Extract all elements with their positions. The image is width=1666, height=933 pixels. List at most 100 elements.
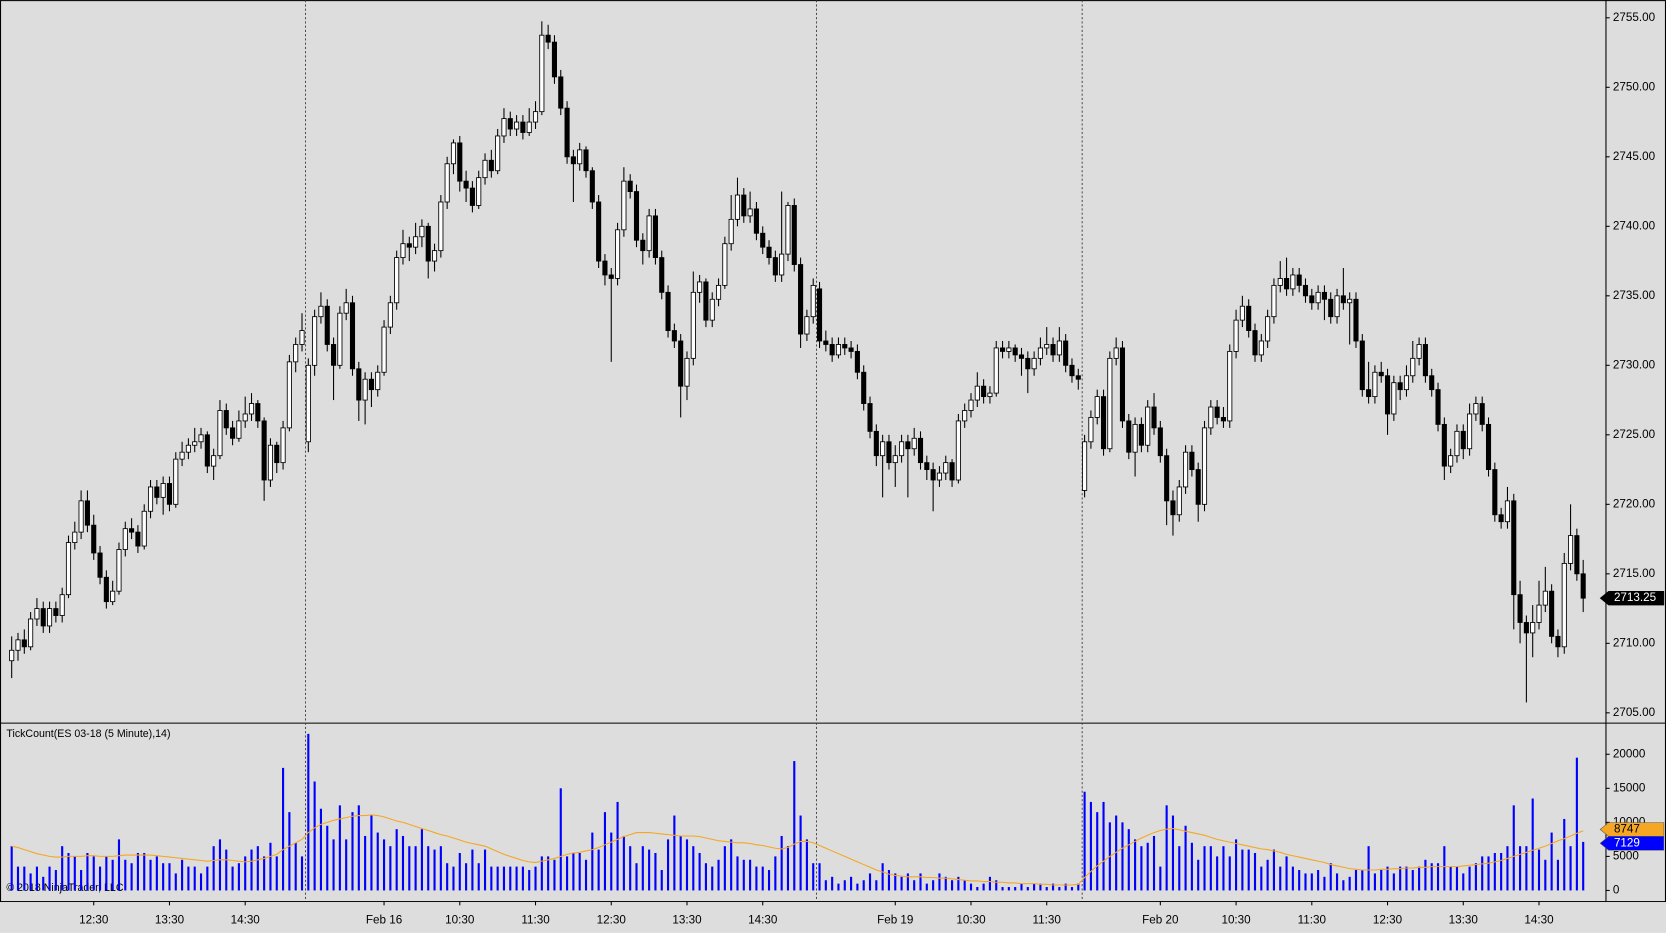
y-tick-label: 2725.00 [1613,428,1656,441]
candle-body [558,76,564,109]
candle-body [116,549,122,592]
volume-bar [300,856,304,891]
x-tick-label: 11:30 [521,913,550,926]
volume-bar [1310,873,1313,891]
volume-bar [1209,846,1212,891]
volume-bar [1455,866,1459,891]
candle-body [608,274,614,279]
volume-bar [1436,863,1440,891]
x-tick-label: 12:30 [1373,913,1403,926]
candle-body [394,257,400,304]
candle-body [337,312,343,366]
volume-bar [496,866,499,891]
candle-body [930,469,936,481]
candle-body [413,236,419,248]
volume-bar [92,856,95,891]
volume-bar [1335,873,1339,891]
candle-body [1201,427,1208,505]
volume-bar [679,835,682,891]
candle-body [1309,295,1315,304]
volume-bar [1418,866,1421,891]
candle-body [722,243,728,286]
volume-bar [244,856,247,891]
volume-bar [1058,887,1061,891]
volume-bar [111,859,114,891]
volume-bar [1241,849,1244,891]
moving-average-value-box [1599,822,1665,837]
last-volume-box [1599,836,1665,851]
volume-bar [944,876,947,891]
volume-bar [1216,856,1219,891]
volume-bar [389,846,392,891]
y-tick-label: 2715.00 [1613,567,1656,580]
x-tick-label: 14:30 [1524,913,1554,926]
candle-body [230,427,236,439]
volume-bar [452,866,455,891]
candle-body [1448,455,1454,467]
volume-bar [812,863,815,891]
volume-bar [1152,835,1156,891]
candle-body [1000,347,1006,352]
candle-body [368,378,374,391]
volume-bar [641,846,644,891]
candle-body [1183,451,1189,488]
volume-bar [1033,883,1036,891]
candle-body [1239,305,1245,321]
y-tick-label: 2745.00 [1613,150,1656,163]
volume-bar [117,839,121,891]
volume-bar [1121,822,1124,891]
volume-bar [1285,856,1288,891]
volume-bar [231,866,234,891]
volume-bar [1462,873,1465,891]
volume-bar [1373,873,1376,891]
volume-bar [1253,852,1257,891]
candle-body [1227,350,1233,422]
volume-bar [982,883,985,891]
candle-body [703,281,709,321]
candle-body [1410,357,1416,377]
volume-bar [1039,883,1042,891]
candle-body [469,187,475,206]
candle-body [659,257,665,293]
candle-body [476,177,482,206]
volume-bar [749,859,752,891]
candle-body [981,385,987,398]
candle-body [526,121,532,133]
volume-bar [692,846,695,891]
volume-bar [168,863,171,891]
candle-body [917,437,924,464]
volume-bar [951,880,954,891]
candle-body [583,149,589,172]
x-tick-label: 11:30 [1033,913,1062,926]
x-tick-label: 10:30 [1221,913,1251,926]
volume-bar [294,842,297,891]
candle-body [40,608,46,627]
x-tick-label: 14:30 [231,913,261,926]
candle-body [943,462,949,474]
volume-bar [1487,856,1490,891]
volume-bar [969,883,973,891]
volume-bar [319,808,323,891]
volume-bar [42,876,45,891]
volume-bar [225,849,228,891]
volume-bar [1070,887,1074,891]
candle-body [1460,430,1466,450]
volume-bar [666,839,670,891]
candle-body [406,243,412,248]
volume-bar [1298,870,1301,891]
volume-bar [1392,873,1395,891]
volume-bar [477,863,480,891]
candle-body [78,500,84,533]
candle-body [1328,298,1334,318]
candle-body [1347,298,1353,304]
volume-bar [685,839,689,891]
candle-body [1467,413,1473,450]
candle-body [734,194,741,220]
volume-bar [799,815,802,891]
candle-body [671,330,677,342]
volume-bar [1001,887,1004,891]
x-tick-label: 12:30 [597,913,627,926]
candle-body [627,180,633,192]
candle-body [760,232,766,248]
candle-body [1429,375,1435,391]
